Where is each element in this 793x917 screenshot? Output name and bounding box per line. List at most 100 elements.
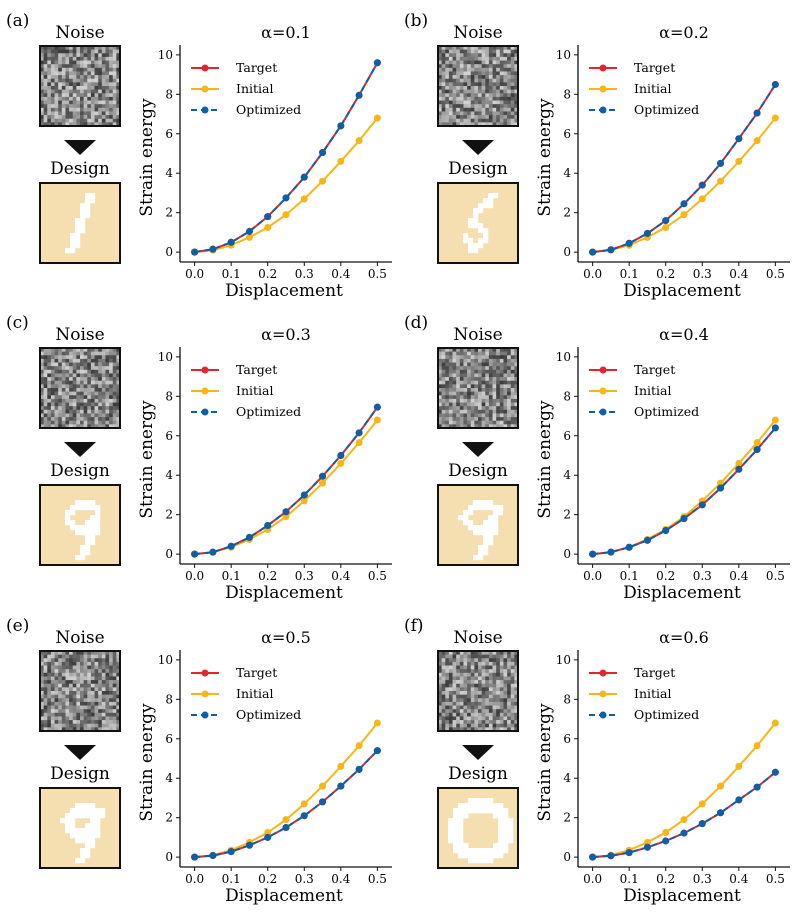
digit-pixel xyxy=(493,520,499,526)
noise-pixel xyxy=(72,53,77,58)
noise-pixel xyxy=(459,395,464,400)
noise-pixel xyxy=(69,402,74,407)
noise-pixel xyxy=(474,701,479,706)
noise-pixel xyxy=(112,709,117,714)
noise-pixel xyxy=(441,369,446,374)
noise-pixel xyxy=(105,384,110,389)
noise-pixel xyxy=(488,86,493,90)
noise-pixel xyxy=(492,676,497,681)
noise-pixel xyxy=(510,402,515,407)
noise-pixel xyxy=(492,380,497,385)
noise-pixel xyxy=(61,49,66,54)
noise-pixel xyxy=(72,384,77,389)
digit-pixel xyxy=(498,505,504,511)
digit-pixel xyxy=(85,838,91,844)
noise-pixel xyxy=(43,60,48,65)
noise-pixel xyxy=(50,658,55,663)
noise-pixel xyxy=(441,406,446,411)
noise-pixel xyxy=(109,705,114,710)
noise-pixel xyxy=(470,413,475,418)
noise-pixel xyxy=(514,118,519,123)
digit-pixel xyxy=(473,218,479,224)
noise-pixel xyxy=(441,380,446,385)
noise-pixel xyxy=(507,727,512,732)
noise-pixel xyxy=(87,384,92,389)
noise-pixel xyxy=(456,53,461,58)
noise-pixel xyxy=(43,417,48,422)
noise-pixel xyxy=(87,75,92,80)
digit-pixel xyxy=(473,848,479,854)
noise-pixel xyxy=(50,75,55,80)
digit-pixel xyxy=(458,823,464,829)
noise-pixel xyxy=(478,691,482,695)
noise-pixel xyxy=(499,698,504,703)
noise-pixel xyxy=(80,417,84,422)
noise-pixel xyxy=(445,661,450,666)
noise-pixel xyxy=(474,373,479,378)
digit-pixel xyxy=(463,843,469,849)
noise-pixel xyxy=(65,691,70,695)
noise-pixel xyxy=(116,122,121,127)
digit-pixel xyxy=(90,535,96,541)
noise-pixel xyxy=(54,654,59,659)
noise-pixel xyxy=(94,104,99,109)
noise-pixel xyxy=(101,388,106,392)
noise-pixel xyxy=(69,384,74,389)
noise-pixel xyxy=(94,417,99,422)
noise-pixel xyxy=(463,406,468,411)
noise-pixel xyxy=(98,71,103,76)
noise-pixel xyxy=(514,82,519,87)
legend-label-optimized: Optimized xyxy=(236,707,301,722)
noise-pixel xyxy=(90,86,95,90)
noise-pixel xyxy=(76,420,81,425)
noise-pixel xyxy=(87,687,92,692)
noise-pixel xyxy=(76,122,81,127)
noise-pixel xyxy=(65,658,70,663)
noise-pixel xyxy=(65,377,70,382)
noise-pixel xyxy=(441,46,446,50)
noise-pixel xyxy=(507,680,512,685)
noise-pixel xyxy=(58,420,63,425)
digit-pixel xyxy=(463,813,469,819)
data-point-optimized xyxy=(245,533,253,541)
noise-pixel xyxy=(499,355,504,360)
noise-pixel xyxy=(98,107,103,112)
noise-pixel xyxy=(58,380,63,385)
noise-pixel xyxy=(456,107,461,112)
noise-pixel xyxy=(478,705,482,710)
noise-pixel xyxy=(94,709,99,714)
noise-pixel xyxy=(47,672,52,677)
noise-pixel xyxy=(109,661,114,666)
noise-pixel xyxy=(47,348,52,352)
noise-pixel xyxy=(61,661,66,666)
legend-marker-target xyxy=(201,64,209,72)
noise-pixel xyxy=(438,75,442,80)
noise-pixel xyxy=(116,413,121,418)
noise-pixel xyxy=(467,409,472,414)
noise-pixel xyxy=(438,409,442,414)
noise-pixel xyxy=(83,67,88,72)
noise-pixel xyxy=(488,384,493,389)
noise-pixel xyxy=(510,118,515,123)
noise-pixel xyxy=(503,413,508,418)
data-point-optimized xyxy=(680,200,688,208)
noise-pixel xyxy=(503,67,508,72)
noise-pixel xyxy=(459,384,464,389)
data-point-optimized xyxy=(662,837,670,845)
digit-pixel xyxy=(483,808,489,814)
noise-pixel xyxy=(488,409,493,414)
noise-pixel xyxy=(72,658,77,663)
noise-pixel xyxy=(80,60,84,65)
data-point-initial xyxy=(680,816,688,824)
noise-pixel xyxy=(448,362,453,367)
noise-pixel xyxy=(61,651,66,655)
noise-pixel xyxy=(40,709,44,714)
noise-pixel xyxy=(452,348,457,352)
noise-pixel xyxy=(507,53,512,58)
noise-pixel xyxy=(478,665,482,670)
noise-pixel xyxy=(43,691,48,695)
noise-pixel xyxy=(58,409,63,414)
noise-pixel xyxy=(448,654,453,659)
noise-pixel xyxy=(109,727,114,732)
noise-pixel xyxy=(496,712,501,717)
